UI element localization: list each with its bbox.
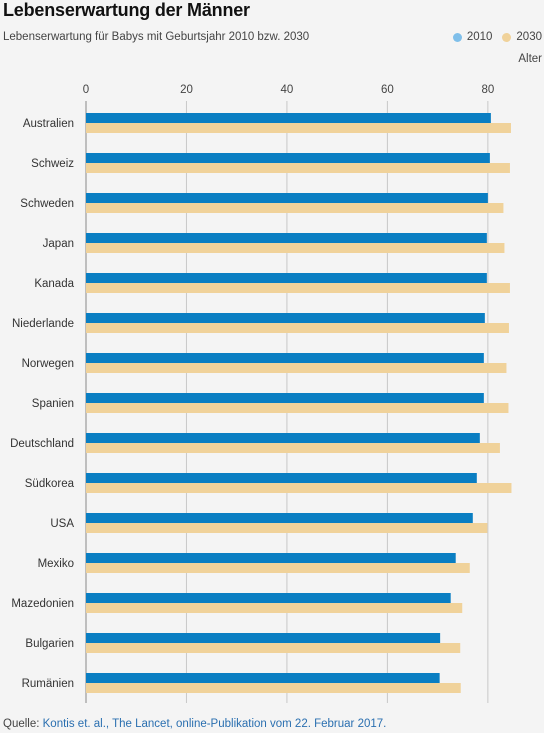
- legend: 2010 2030: [452, 31, 542, 43]
- legend-swatch-2030: [502, 32, 512, 42]
- bar-2010-0: [86, 113, 491, 123]
- legend-item-2010[interactable]: 2010: [452, 31, 493, 43]
- bar-2010-9: [86, 473, 477, 483]
- bar-2030-10: [86, 523, 488, 533]
- category-label-7: Spanien: [32, 398, 74, 410]
- bar-2030-2: [86, 203, 504, 213]
- bar-2010-14: [86, 673, 440, 683]
- bar-2030-9: [86, 483, 512, 493]
- category-label-3: Japan: [43, 238, 74, 250]
- x-tick-label-20: 20: [180, 84, 193, 96]
- bar-2010-12: [86, 593, 451, 603]
- legend-label-2010: 2010: [466, 31, 493, 43]
- bar-2030-4: [86, 283, 510, 293]
- bar-2010-1: [86, 153, 490, 163]
- source-link[interactable]: Kontis et. al., The Lancet, online-Publi…: [42, 718, 387, 730]
- bar-2030-3: [86, 243, 505, 253]
- category-label-1: Schweiz: [31, 158, 74, 170]
- bar-2030-6: [86, 363, 507, 373]
- bar-2010-7: [86, 393, 484, 403]
- x-tick-label-80: 80: [481, 84, 494, 96]
- legend-swatch-2010: [452, 32, 462, 42]
- x-tick-label-60: 60: [381, 84, 394, 96]
- bar-2010-5: [86, 313, 485, 323]
- bar-2030-13: [86, 643, 461, 653]
- category-label-8: Deutschland: [10, 438, 74, 450]
- category-label-10: USA: [50, 518, 74, 530]
- bar-2010-6: [86, 353, 484, 363]
- bar-2010-13: [86, 633, 441, 643]
- bar-2010-4: [86, 273, 487, 283]
- category-label-12: Mazedonien: [11, 598, 74, 610]
- bar-2030-5: [86, 323, 509, 333]
- bar-2010-10: [86, 513, 473, 523]
- bar-2030-0: [86, 123, 511, 133]
- x-tick-label-0: 0: [83, 84, 89, 96]
- category-label-2: Schweden: [20, 198, 74, 210]
- bar-2010-3: [86, 233, 487, 243]
- bar-2030-7: [86, 403, 509, 413]
- bar-2010-2: [86, 193, 488, 203]
- chart-subtitle: Lebenserwartung für Babys mit Geburtsjah…: [3, 31, 310, 43]
- legend-label-2030: 2030: [516, 31, 542, 43]
- source-note: Quelle: Kontis et. al., The Lancet, onli…: [3, 718, 386, 730]
- bar-2030-12: [86, 603, 463, 613]
- category-label-5: Niederlande: [12, 318, 74, 330]
- bar-2030-8: [86, 443, 500, 453]
- legend-item-2030[interactable]: 2030: [502, 31, 542, 43]
- bar-2030-11: [86, 563, 470, 573]
- category-label-11: Mexiko: [38, 558, 74, 570]
- category-label-14: Rumänien: [22, 678, 74, 690]
- category-label-6: Norwegen: [22, 358, 74, 370]
- chart-title: Lebenserwartung der Männer: [3, 0, 250, 20]
- bar-2030-1: [86, 163, 510, 173]
- category-label-4: Kanada: [34, 278, 74, 290]
- bar-2010-11: [86, 553, 456, 563]
- category-label-0: Australien: [23, 118, 74, 130]
- x-tick-label-40: 40: [281, 84, 294, 96]
- bar-2010-8: [86, 433, 480, 443]
- bar-2030-14: [86, 683, 461, 693]
- category-label-13: Bulgarien: [25, 638, 74, 650]
- source-prefix: Quelle:: [3, 718, 43, 730]
- axis-unit-label: Alter: [518, 53, 542, 65]
- category-label-9: Südkorea: [25, 478, 75, 490]
